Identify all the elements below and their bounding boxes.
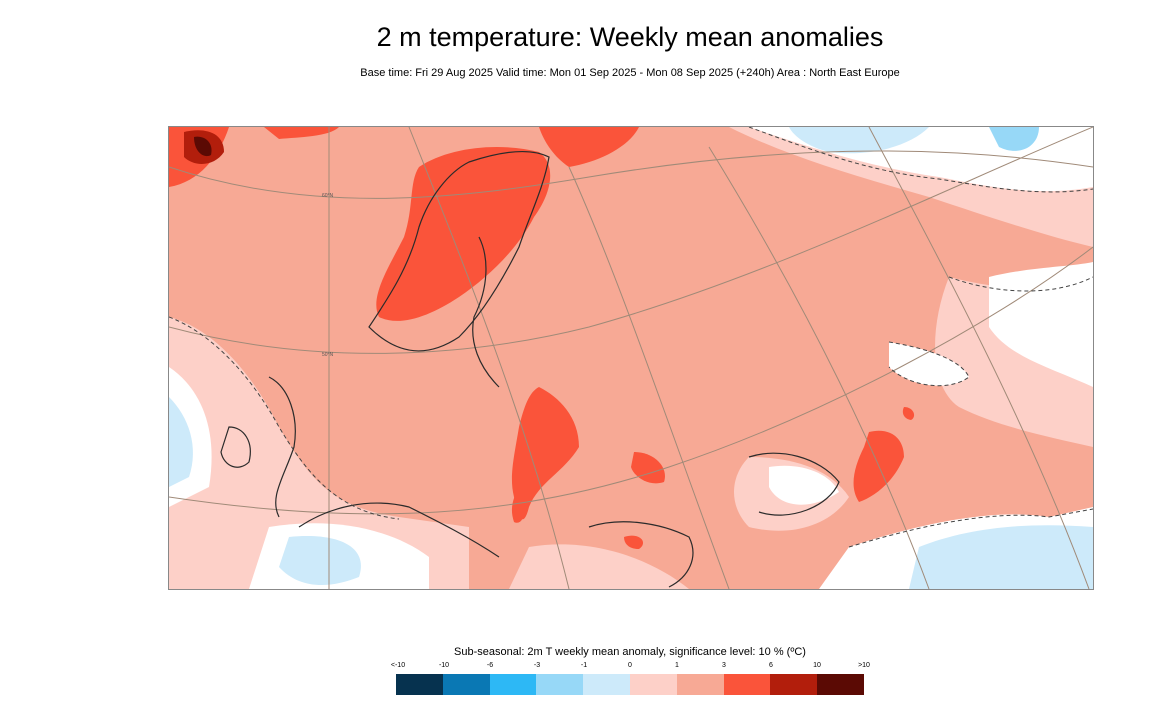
anomaly-scandinavia-warm (376, 147, 551, 321)
graticule-lon-40 (708, 146, 930, 589)
legend-tick: 3 (722, 662, 726, 669)
coastlines (220, 150, 840, 588)
contour-asia (848, 508, 1093, 548)
anomaly-norway-sea-warm (264, 127, 339, 139)
anomaly-east-white (989, 262, 1093, 387)
coast-caspian (748, 452, 840, 516)
coast-baltic (472, 236, 500, 388)
graticule-lon-20 (408, 127, 570, 589)
lat-label-60: 60°N (322, 193, 334, 199)
contour-urals (948, 276, 1093, 292)
contour-arctic (748, 127, 1093, 193)
legend-tick: >10 (858, 662, 870, 669)
anomaly-ural-warm-spot (902, 407, 915, 420)
legend-color-swatch (676, 674, 724, 695)
legend-tick: 6 (769, 662, 773, 669)
graticule-lat-70 (169, 150, 1093, 199)
anomaly-atlantic-cool (169, 397, 193, 487)
legend-tick: 1 (675, 662, 679, 669)
anomaly-ukraine-warm (631, 452, 665, 484)
anomaly-iberia-cool (279, 536, 361, 586)
anomaly-caucasus-warm (624, 535, 644, 549)
contour-volga (888, 341, 970, 387)
anomaly-balkans-light (509, 544, 689, 589)
legend-color-swatch (817, 674, 864, 695)
legend-ticks: <-10 -10 -6 -3 -1 0 1 3 6 10 >10 (376, 662, 886, 672)
coast-continent (298, 502, 500, 558)
graticule-lon-50 (868, 127, 1090, 589)
legend-color-swatch (396, 674, 443, 695)
legend-color-swatch (442, 674, 490, 695)
legend-color-swatch (536, 674, 584, 695)
chart-subtitle: Base time: Fri 29 Aug 2025 Valid time: M… (360, 67, 900, 79)
anomaly-poland-warm (511, 387, 579, 520)
legend-tick: -10 (438, 662, 450, 669)
legend-tick: 0 (628, 662, 632, 669)
map-svg: 60°N 50°N (169, 127, 1093, 589)
anomaly-west-atlantic-light (169, 317, 469, 589)
anomaly-arctic-cool-strong (989, 127, 1039, 151)
legend-color-swatch (723, 674, 771, 695)
coast-great-britain (268, 376, 296, 518)
chart-title: 2 m temperature: Weekly mean anomalies (376, 22, 884, 52)
anomaly-volga-white (889, 342, 969, 386)
anomaly-arctic-extreme (194, 136, 212, 157)
legend-color-swatch (489, 674, 537, 695)
legend-color-swatch (770, 674, 818, 695)
graticule-lon-30 (568, 166, 730, 589)
graticule-lat-60 (169, 127, 1093, 354)
contour-atlantic (169, 316, 400, 520)
legend-caption: Sub-seasonal: 2m T weekly mean anomaly, … (454, 646, 806, 658)
coast-ireland (220, 426, 251, 468)
legend-tick: <-10 (390, 662, 406, 669)
lat-label-50: 50°N (322, 352, 334, 358)
legend-tick: -1 (580, 662, 588, 669)
legend-tick: -3 (533, 662, 541, 669)
legend-color-swatch (583, 674, 630, 695)
coast-black-sea (588, 521, 694, 588)
coast-scandinavia (368, 150, 550, 352)
legend-tick: -6 (486, 662, 494, 669)
anomaly-arctic-cool (789, 127, 929, 154)
graticule (169, 127, 1093, 589)
anomaly-asia-cool (909, 525, 1093, 589)
legend-colorbar (396, 674, 864, 695)
anomaly-finland-warm (539, 127, 639, 167)
anomaly-map: 60°N 50°N (168, 126, 1094, 590)
legend-tick: 10 (813, 662, 821, 669)
anomaly-caspian-white (769, 465, 839, 505)
significance-contours (169, 127, 1093, 548)
anomaly-hungary-warm (511, 487, 525, 523)
legend-color-swatch (629, 674, 677, 695)
